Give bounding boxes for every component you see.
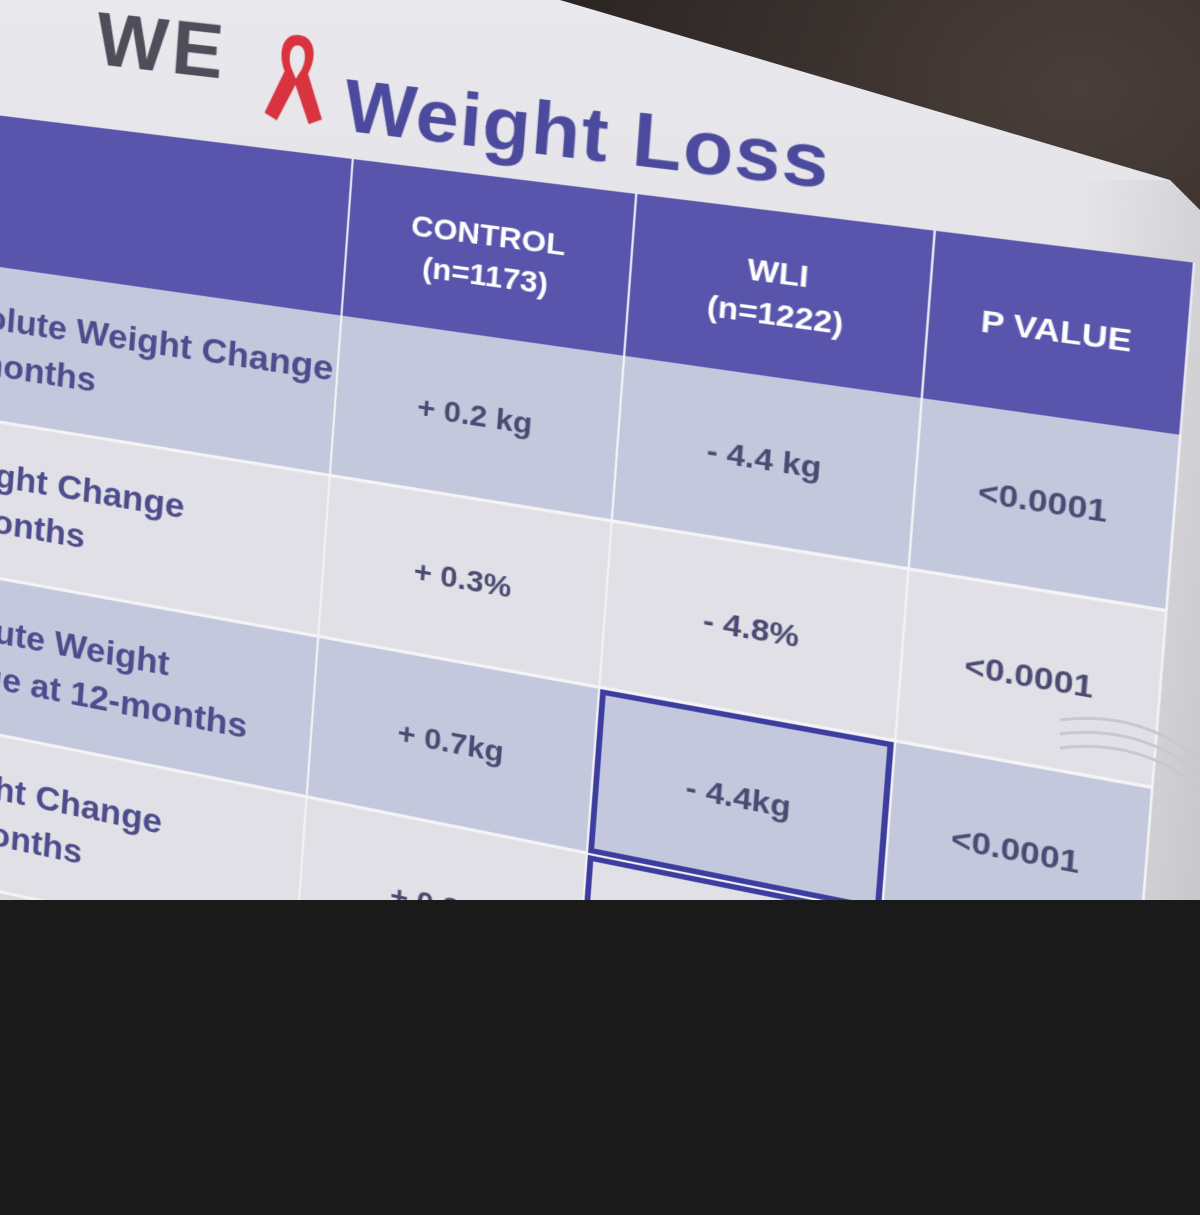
awareness-ribbon-icon (257, 25, 334, 133)
header-control-n: (n=1173) (421, 251, 549, 301)
header-wli-label: WLI (746, 252, 810, 294)
p-value: <0.0001 (868, 912, 1138, 1139)
results-table: CONTROL (n=1173) WLI (n=1222) P VALUE bs… (0, 110, 1195, 1142)
logo-text: WE (94, 0, 231, 96)
header-wli-n: (n=1222) (706, 289, 845, 341)
decorative-curves (1060, 700, 1200, 820)
